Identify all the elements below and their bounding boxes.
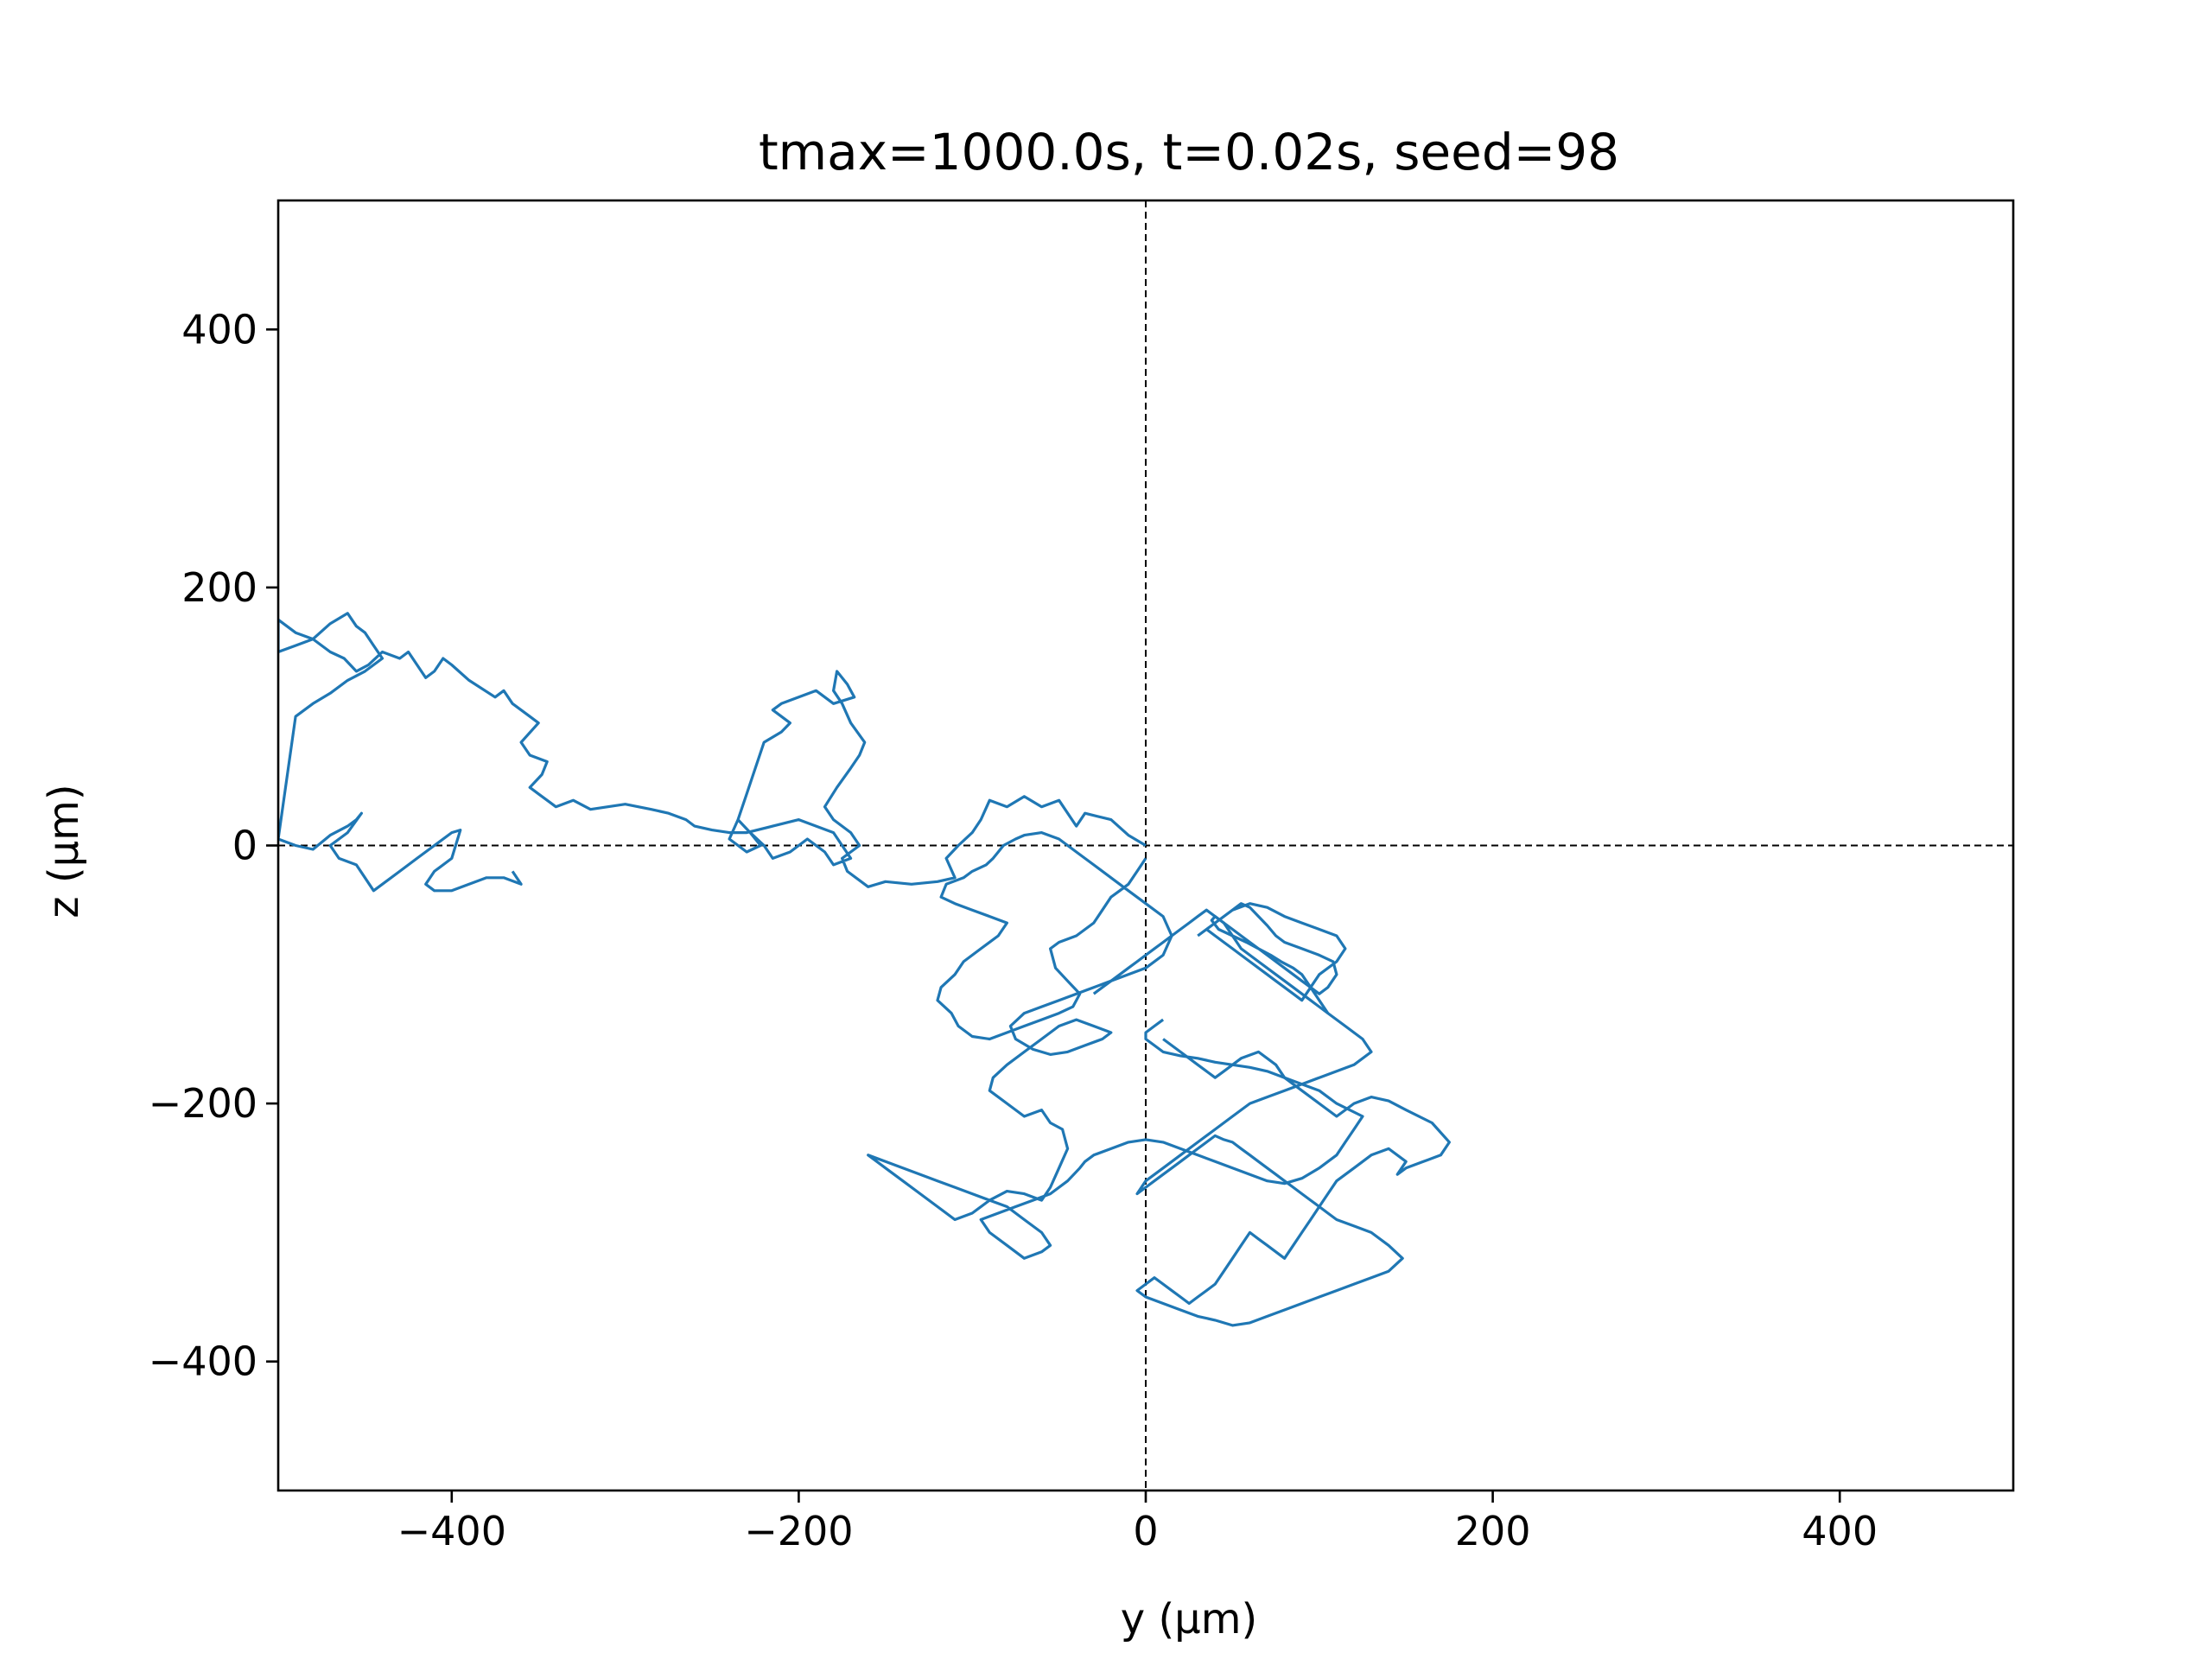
- trajectory-line-2: [867, 830, 1364, 1260]
- y-tick-label: −200: [149, 1080, 257, 1127]
- x-tick-label: 0: [1133, 1508, 1158, 1554]
- y-tick-label: 200: [181, 564, 257, 611]
- x-axis-label: y (μm): [1121, 1595, 1257, 1643]
- y-tick-label: −400: [149, 1338, 257, 1385]
- y-axis-ticks: −400 −200 0 200 400: [149, 306, 278, 1385]
- trajectory-line-4: [1197, 902, 1347, 1014]
- chart-title: tmax=1000.0s, t=0.02s, seed=98: [759, 123, 1619, 181]
- trajectory-line-3: [1092, 908, 1452, 1327]
- plot-area: [276, 199, 2015, 1492]
- x-tick-label: 400: [1802, 1508, 1878, 1554]
- x-tick-label: −200: [744, 1508, 853, 1554]
- x-tick-label: 200: [1455, 1508, 1531, 1554]
- x-axis-ticks: −400 −200 0 200 400: [397, 1491, 1878, 1554]
- y-tick-label: 400: [181, 306, 257, 353]
- y-axis-label: z (μm): [40, 784, 88, 918]
- trajectory-line-1: [278, 612, 1147, 893]
- y-tick-label: 0: [232, 823, 257, 869]
- x-tick-label: −400: [397, 1508, 506, 1554]
